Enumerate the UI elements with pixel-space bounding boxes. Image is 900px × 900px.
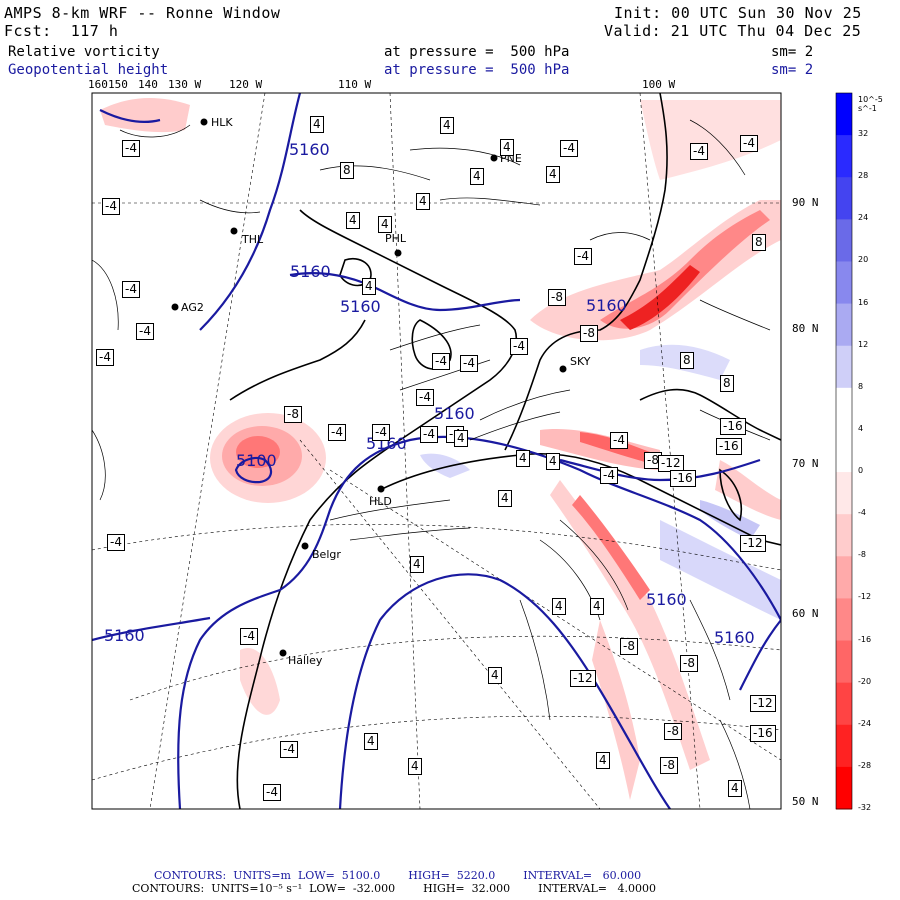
colorbar-tick-label: 0 <box>858 466 864 476</box>
negative-vorticity-shading <box>100 98 781 800</box>
lon-label: 160 <box>88 78 108 91</box>
colorbar-tick-label: -16 <box>858 634 872 644</box>
station-markers <box>171 118 567 657</box>
init-time: Init: 00 UTC Sun 30 Nov 25 <box>614 4 862 22</box>
colorbar-tick-label: -12 <box>858 592 872 602</box>
colorbar-tick-label: 16 <box>858 297 869 307</box>
colorbar-tick-label: 4 <box>858 423 864 433</box>
colorbar-tick-label: -32 <box>858 803 872 812</box>
colorbar-tick-label: 28 <box>858 171 869 181</box>
lon-label: 110 W <box>338 78 372 91</box>
lon-label: 120 W <box>229 78 263 91</box>
colorbar-tick-label: 20 <box>858 255 869 265</box>
lat-label: 80 N <box>792 322 819 335</box>
field1-name: Relative vorticity <box>8 44 160 60</box>
forecast-hour: Fcst: 117 h <box>4 22 119 40</box>
latlon-grid <box>92 93 781 809</box>
model-title: AMPS 8-km WRF -- Ronne Window <box>4 4 281 22</box>
field2-level: at pressure = 500 hPa <box>384 62 570 78</box>
colorbar-tick-label: -20 <box>858 676 872 686</box>
lon-label: 140 <box>138 78 158 91</box>
colorbar-tick-label: -24 <box>858 718 872 728</box>
field2-name: Geopotential height <box>8 62 169 78</box>
lat-label: 50 N <box>792 795 819 808</box>
lon-label: 150 <box>108 78 128 91</box>
valid-time: Valid: 21 UTC Thu 04 Dec 25 <box>604 22 862 40</box>
colorbar-tick-label: 8 <box>858 381 864 391</box>
colorbar-tick-label: 24 <box>858 213 869 223</box>
lon-label: 100 W <box>642 78 676 91</box>
colorbar-tick-label: 32 <box>858 129 869 139</box>
geopotential-contours <box>92 93 781 809</box>
lon-label: 130 W <box>168 78 202 91</box>
vorticity-contour-info: CONTOURS: UNITS=10⁻⁵ s⁻¹ LOW= -32.000 HI… <box>132 882 656 895</box>
colorbar-tick-label: -8 <box>858 550 866 560</box>
colorbar-tick-label: -4 <box>858 508 866 518</box>
field1-level: at pressure = 500 hPa <box>384 44 570 60</box>
field2-smoothing: sm= 2 <box>771 62 814 78</box>
vorticity-contours <box>92 119 771 809</box>
field1-smoothing: sm= 2 <box>771 44 814 60</box>
colorbar-unit: 10^-5 s^-1 <box>858 95 883 113</box>
lat-label: 70 N <box>792 457 819 470</box>
lat-label: 90 N <box>792 196 819 209</box>
colorbar-tick-label: 12 <box>858 339 869 349</box>
lat-label: 60 N <box>792 607 819 620</box>
colorbar-tick-label: -28 <box>858 760 872 770</box>
height-contour-info: CONTOURS: UNITS=m LOW= 5100.0 HIGH= 5220… <box>154 869 642 882</box>
